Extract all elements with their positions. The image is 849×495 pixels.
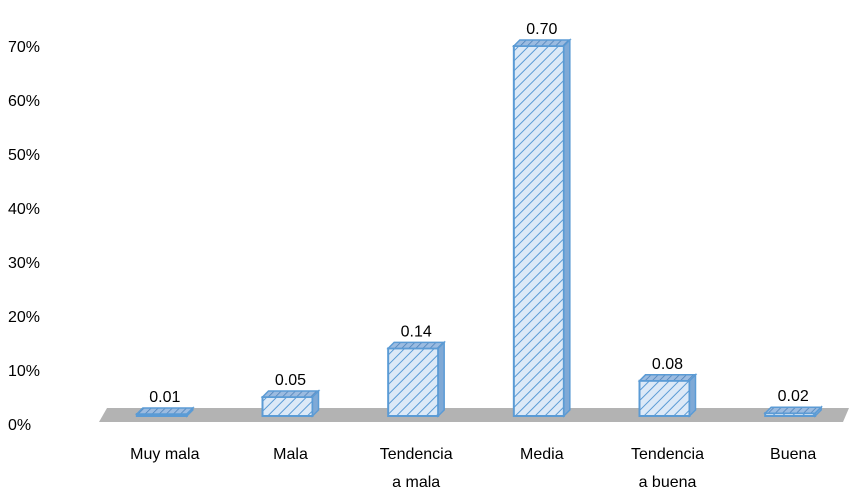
x-axis: Muy mala Mala Tendencia a mala Media Tendenci… <box>130 446 816 491</box>
data-label: 0.02 <box>778 388 809 405</box>
x-tick-label: a buena <box>639 474 697 491</box>
bar-side <box>563 38 571 418</box>
bar-top <box>386 341 446 350</box>
y-tick-label: 30% <box>8 255 40 272</box>
bar-front <box>512 45 565 417</box>
bar <box>260 389 321 418</box>
y-tick-label: 70% <box>8 39 40 56</box>
floor-plane <box>99 408 849 422</box>
bar <box>763 405 823 418</box>
bar-top <box>512 39 572 47</box>
y-tick-label: 60% <box>8 93 40 110</box>
y-tick-label: 10% <box>8 363 40 380</box>
bar-side <box>186 406 194 418</box>
y-tick-label: 40% <box>8 201 40 218</box>
chart-floor <box>99 408 849 422</box>
bar-front <box>261 396 314 417</box>
data-label: 0.05 <box>275 372 306 389</box>
x-tick-label: Buena <box>770 446 816 463</box>
bar-top <box>637 374 698 382</box>
x-tick-label: Tendencia <box>631 446 704 463</box>
bar-top <box>763 406 823 414</box>
y-axis: 0% 10% 20% 30% 40% 50% 60% 70% <box>8 39 40 434</box>
bar <box>637 372 698 418</box>
bar-top <box>135 407 195 415</box>
bars <box>135 38 823 418</box>
bar-side <box>437 340 445 418</box>
data-label: 0.14 <box>401 323 432 340</box>
x-tick-label: Media <box>520 446 564 463</box>
data-label: 0.08 <box>652 356 683 373</box>
x-tick-label: Mala <box>273 446 308 463</box>
x-tick-label: Muy mala <box>130 446 199 463</box>
data-label: 0.01 <box>149 389 180 406</box>
y-tick-label: 0% <box>8 417 31 434</box>
x-tick-label: Tendencia <box>380 446 453 463</box>
bar-side <box>814 405 822 418</box>
x-tick-label: a mala <box>392 474 440 491</box>
data-labels: 0.01 0.05 0.14 0.70 0.08 0.02 <box>149 21 809 406</box>
y-tick-label: 50% <box>8 147 40 164</box>
bar-side <box>311 389 320 418</box>
bar <box>135 406 195 418</box>
data-label: 0.70 <box>526 21 557 38</box>
bar-front <box>638 379 691 417</box>
bar <box>386 340 446 418</box>
bar-top <box>260 390 321 398</box>
y-tick-label: 20% <box>8 309 40 326</box>
bar <box>512 38 572 418</box>
bar-front <box>387 347 440 417</box>
bar-side <box>688 372 697 418</box>
